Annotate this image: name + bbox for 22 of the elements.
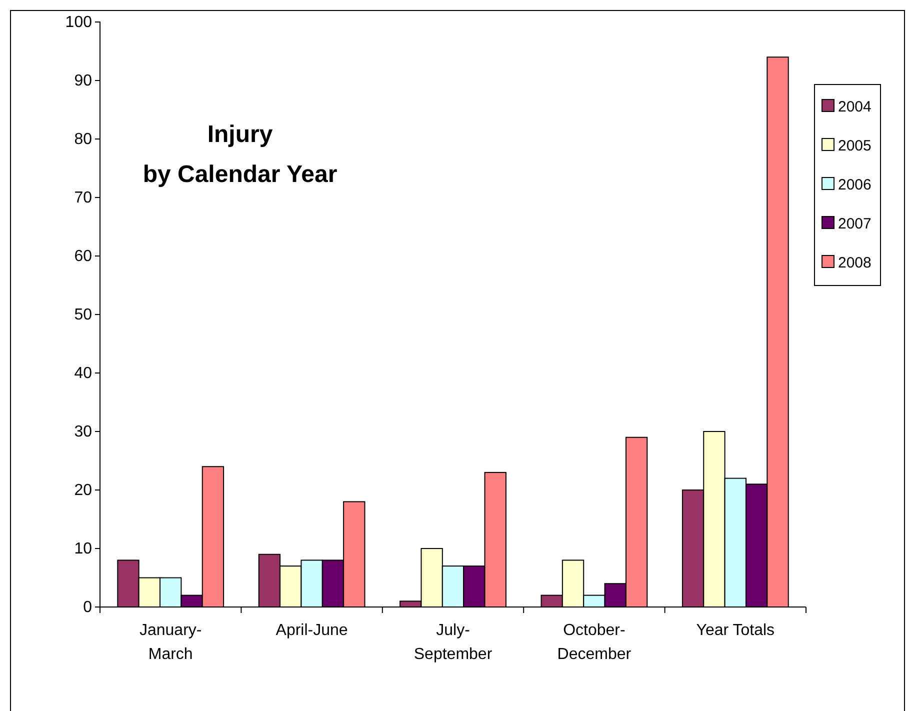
x-tick-label: October- December: [557, 622, 632, 663]
text: Injury by Calendar Year: [142, 121, 338, 188]
y-tick-label: 80: [74, 131, 92, 148]
y-tick-label: 0: [83, 599, 92, 616]
y-tick-label: 30: [74, 424, 92, 441]
legend-label: 2004: [838, 98, 872, 116]
x-tick-label: January- March: [139, 622, 202, 663]
x-tick-label: July- September: [414, 622, 493, 663]
legend-label: 2008: [838, 254, 872, 272]
x-tick-label: Year Totals: [696, 622, 775, 639]
y-tick-label: 10: [74, 540, 92, 558]
y-tick-label: 70: [74, 190, 92, 207]
y-tick-label: 20: [74, 482, 92, 500]
x-tick-label: April-June: [276, 622, 348, 639]
y-tick-label: 40: [74, 365, 92, 382]
legend-label: 2007: [838, 216, 872, 232]
y-tick-label: 50: [74, 306, 92, 324]
legend-label: 2005: [838, 138, 872, 154]
legend-label: 2006: [838, 176, 872, 194]
y-tick-label: 60: [74, 248, 92, 266]
y-tick-label: 90: [74, 72, 92, 90]
y-tick-label: 100: [65, 14, 92, 32]
